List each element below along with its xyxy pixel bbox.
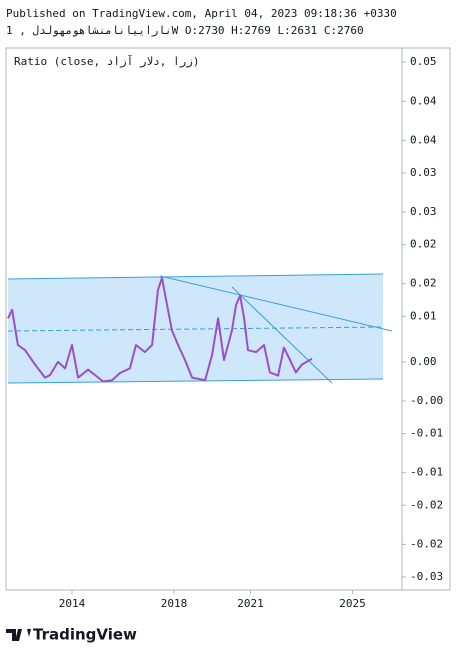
y-tick-label: 0.02 xyxy=(410,277,437,290)
x-tick-label: 2018 xyxy=(161,597,188,610)
y-tick-label: 0.03 xyxy=(410,205,437,218)
brand: TradingView xyxy=(33,626,137,644)
trend-line xyxy=(159,275,393,332)
y-tick-label: -0.01 xyxy=(410,466,443,479)
published-line: Published on TradingView.com, April 04, … xyxy=(6,7,397,20)
y-tick-label: 0.01 xyxy=(410,309,437,322)
y-tick-label: -0.00 xyxy=(410,394,443,407)
y-tick-label: -0.01 xyxy=(410,427,443,440)
channel-bottom xyxy=(7,378,384,384)
legend: Ratio (close, زرا ,دلار آزاد) xyxy=(14,54,199,68)
x-tick-label: 2025 xyxy=(339,597,366,610)
chart-frame xyxy=(5,47,451,591)
y-tick-label: 0.05 xyxy=(410,55,437,68)
x-tick-label: 2014 xyxy=(59,597,86,610)
y-tick-label: 0.03 xyxy=(410,166,437,179)
channel-middle xyxy=(7,326,384,332)
logo: TradingView xyxy=(6,626,137,644)
y-tick-label: -0.02 xyxy=(410,537,443,550)
y-tick-label: -0.03 xyxy=(410,570,443,583)
channel-top xyxy=(7,273,384,280)
y-tick-label: 0.04 xyxy=(410,94,437,107)
y-tick-label: 0.04 xyxy=(410,133,437,146)
x-tick-label: 2021 xyxy=(237,597,264,610)
y-tick-label: -0.02 xyxy=(410,498,443,511)
drawings xyxy=(7,273,393,384)
trend-line xyxy=(231,286,333,384)
series-line xyxy=(7,276,313,383)
y-tick-label: 0.02 xyxy=(410,238,437,251)
symbol-line: ناراییانامنشاهومهولدل , 1W O:2730 H:2769… xyxy=(6,24,364,37)
y-tick-label: 0.00 xyxy=(410,355,437,368)
